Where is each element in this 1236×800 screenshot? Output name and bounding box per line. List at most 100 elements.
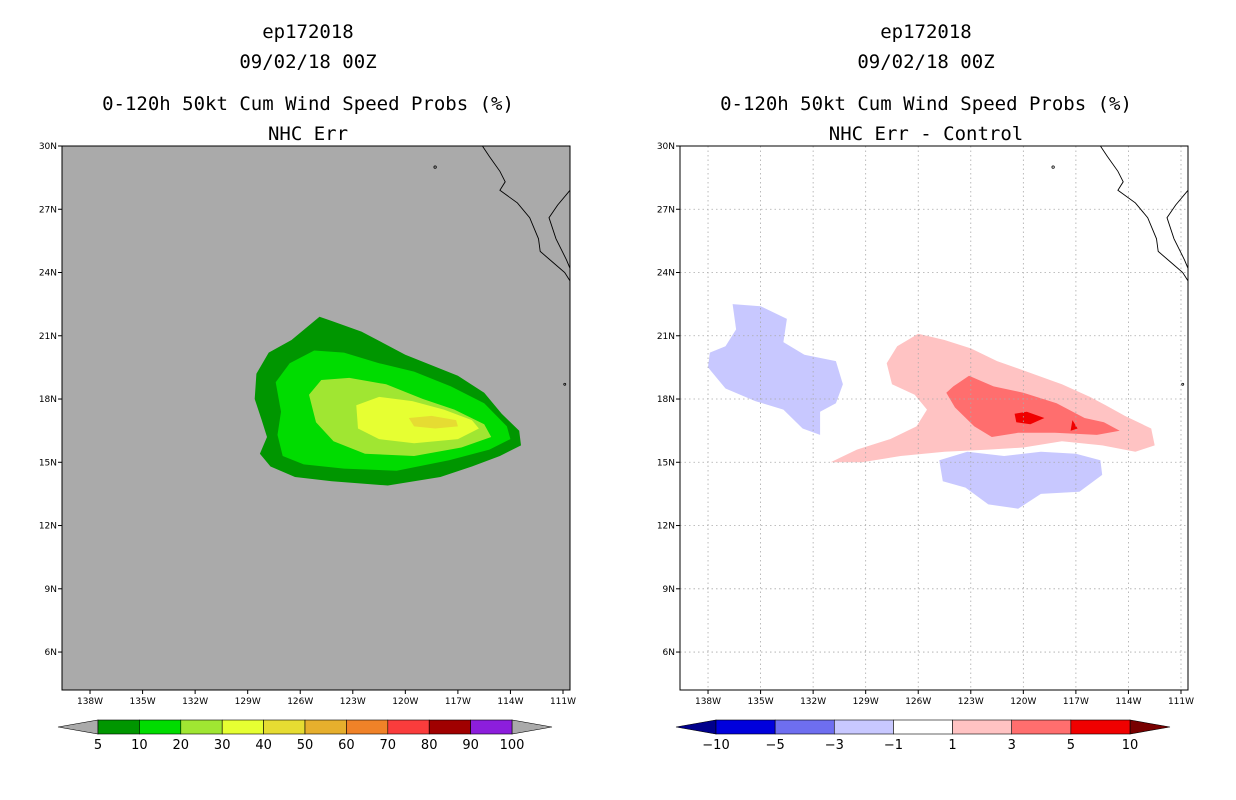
y-tick-label-6: 15N: [657, 458, 675, 468]
left-panel-probabilities: ep172018 09/02/18 00Z 0-120h 50kt Cum Wind…: [39, 21, 576, 753]
coastline-1: [482, 146, 570, 282]
colorbar-swatch-5: [263, 719, 306, 735]
colorbar-swatch-1: [715, 719, 776, 735]
colorbar-label-9: 80: [421, 738, 438, 753]
title-line-2: 09/02/18 00Z: [857, 51, 994, 73]
colorbar-swatch-4: [221, 719, 264, 735]
island-socorro: [1181, 382, 1185, 386]
colorbar-swatch-3: [180, 719, 223, 735]
plot-frame: [61, 145, 571, 691]
colorbar-label-7: 60: [338, 738, 355, 753]
title-line-1: ep172018: [880, 21, 972, 43]
y-tick-label-4: 21N: [39, 332, 57, 342]
island-socorro: [563, 382, 567, 386]
colorbar-label-5: 40: [255, 738, 272, 753]
y-tick-label-5: 18N: [657, 395, 675, 405]
colorbar-swatch-6: [1011, 719, 1072, 735]
x-tick-label-7: 120W: [1010, 697, 1036, 707]
island-guadalupe: [1051, 165, 1055, 169]
colorbar-label-4: −1: [884, 738, 903, 753]
colorbar-swatch-9: [428, 719, 471, 735]
colorbar-swatch-2: [139, 719, 182, 735]
x-tick-label-2: 135W: [748, 697, 774, 707]
y-tick-label-9: 6N: [663, 648, 675, 658]
colorbar-swatch-8: [387, 719, 430, 735]
x-tick-label-1: 138W: [77, 697, 103, 707]
colorbar-label-6: 3: [1008, 738, 1016, 753]
y-tick-label-2: 27N: [39, 205, 57, 215]
y-tick-label-3: 24N: [39, 269, 57, 279]
colorbar-label-8: 10: [1122, 738, 1139, 753]
colorbar-label-3: 20: [173, 738, 190, 753]
colorbar-label-10: 90: [462, 738, 479, 753]
colorbar-label-11: 100: [500, 738, 525, 753]
x-tick-label-9: 114W: [1115, 697, 1141, 707]
y-tick-label-5: 18N: [39, 395, 57, 405]
colorbar-swatch-5: [952, 719, 1013, 735]
y-tick-label-7: 12N: [39, 522, 57, 532]
x-tick-label-8: 117W: [1063, 697, 1089, 707]
plot-area: [680, 146, 1188, 690]
colorbar-label-1: 5: [94, 738, 102, 753]
island-guadalupe: [433, 165, 437, 169]
y-tick-label-8: 9N: [663, 585, 675, 595]
colorbar-swatch-10: [470, 719, 513, 735]
x-tick-label-4: 129W: [853, 697, 879, 707]
colorbar-label-5: 1: [948, 738, 956, 753]
y-tick-label-1: 30N: [657, 142, 675, 152]
plot-area: [254, 146, 570, 486]
colorbar-swatch-1: [97, 719, 140, 735]
colorbar-label-3: −3: [825, 738, 844, 753]
contour-region-6: [1070, 420, 1078, 431]
coastline-2: [548, 190, 570, 269]
colorbar-over-arrow: [511, 719, 553, 735]
colorbar-under-arrow: [675, 719, 717, 735]
plot-frame: [679, 145, 1189, 691]
y-tick-label-3: 24N: [657, 269, 675, 279]
x-tick-label-3: 132W: [182, 697, 208, 707]
x-tick-label-1: 138W: [695, 697, 721, 707]
colorbar-label-2: 10: [131, 738, 148, 753]
y-tick-label-2: 27N: [657, 205, 675, 215]
contour-region-4: [946, 375, 1120, 437]
colorbar-under-arrow: [57, 719, 99, 735]
x-tick-label-7: 120W: [392, 697, 418, 707]
right-panel-difference: ep172018 09/02/18 00Z 0-120h 50kt Cum Wind…: [657, 21, 1194, 753]
colorbar-over-arrow: [1129, 719, 1171, 735]
y-tick-label-7: 12N: [657, 522, 675, 532]
colorbar-swatch-6: [304, 719, 347, 735]
colorbar-label-7: 5: [1067, 738, 1075, 753]
colorbar-swatch-4: [893, 719, 953, 735]
colorbar-label-8: 70: [380, 738, 397, 753]
y-tick-label-9: 6N: [45, 648, 57, 658]
x-tick-label-10: 111W: [550, 697, 576, 707]
colorbar-label-1: −10: [702, 738, 729, 753]
contour-region-2: [939, 451, 1103, 509]
title-line-3: 0-120h 50kt Cum Wind Speed Probs (%): [102, 93, 514, 115]
colorbar-label-2: −5: [766, 738, 785, 753]
title-line-4: NHC Err: [268, 123, 348, 145]
coastline-1: [1100, 146, 1188, 282]
colorbar-label-4: 30: [214, 738, 231, 753]
colorbar-swatch-3: [833, 719, 894, 735]
x-tick-label-8: 117W: [445, 697, 471, 707]
contour-region-1: [708, 304, 843, 435]
x-tick-label-6: 123W: [340, 697, 366, 707]
contour-region-5: [1014, 411, 1045, 425]
x-tick-label-4: 129W: [235, 697, 261, 707]
x-tick-label-3: 132W: [800, 697, 826, 707]
title-line-1: ep172018: [262, 21, 354, 43]
y-tick-label-1: 30N: [39, 142, 57, 152]
x-tick-label-6: 123W: [958, 697, 984, 707]
x-tick-label-5: 126W: [287, 697, 313, 707]
title-line-2: 09/02/18 00Z: [239, 51, 376, 73]
colorbar-swatch-2: [774, 719, 835, 735]
colorbar-swatch-7: [346, 719, 389, 735]
colorbar-label-6: 50: [297, 738, 314, 753]
title-line-3: 0-120h 50kt Cum Wind Speed Probs (%): [720, 93, 1132, 115]
colorbar-swatch-7: [1070, 719, 1131, 735]
y-tick-label-6: 15N: [39, 458, 57, 468]
coastline-2: [1166, 190, 1188, 269]
x-tick-label-10: 111W: [1168, 697, 1194, 707]
